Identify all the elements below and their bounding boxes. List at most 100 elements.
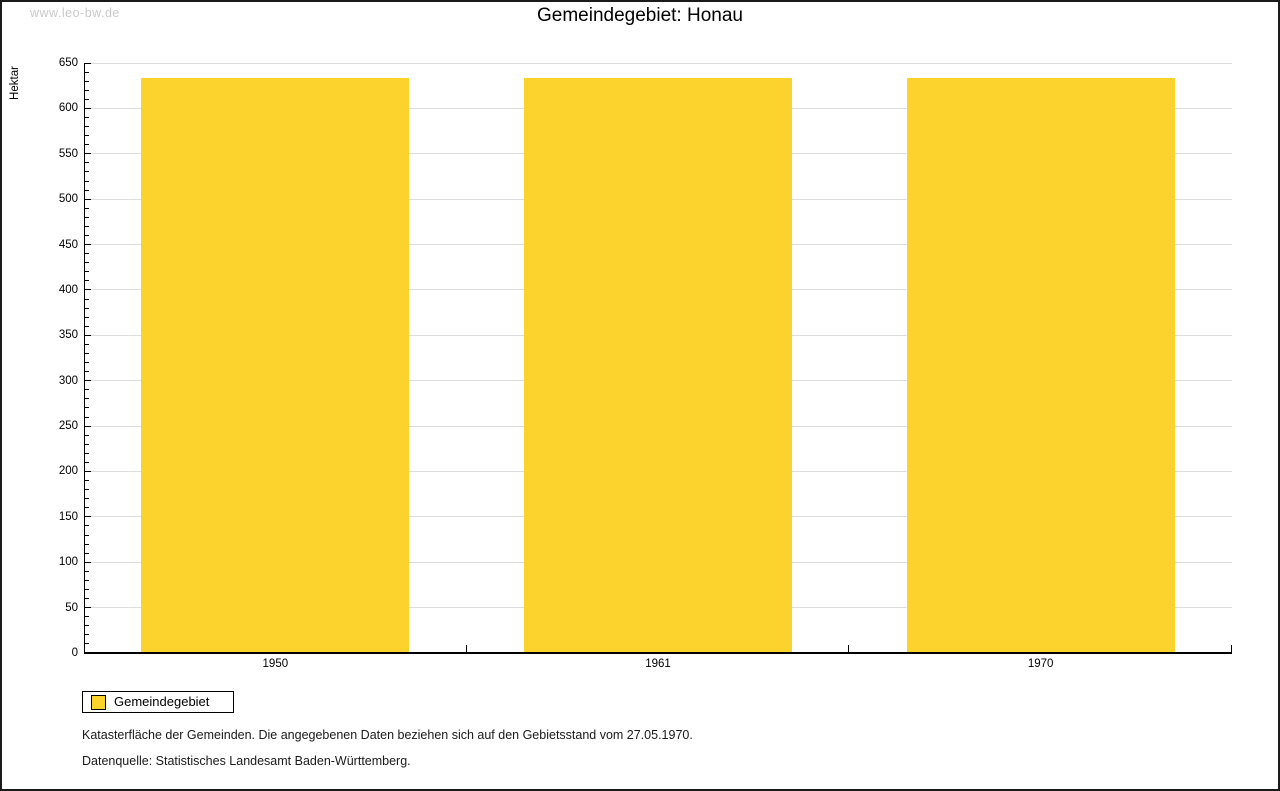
y-minor-tick-590 (85, 116, 89, 118)
y-minor-tick-470 (85, 225, 89, 227)
y-minor-tick-90 (85, 570, 89, 572)
y-major-tick-200 (85, 470, 91, 472)
y-minor-tick-160 (85, 507, 89, 509)
bar-1950 (141, 78, 410, 653)
y-minor-tick-560 (85, 144, 89, 146)
y-minor-tick-370 (85, 316, 89, 318)
y-minor-tick-40 (85, 616, 89, 618)
y-minor-tick-360 (85, 325, 89, 327)
y-minor-tick-630 (85, 80, 89, 82)
y-tick-label-200: 200 (58, 465, 78, 478)
y-major-tick-50 (85, 607, 91, 609)
y-major-tick-400 (85, 289, 91, 291)
y-minor-tick-320 (85, 362, 89, 364)
y-major-tick-350 (85, 334, 91, 336)
y-tick-label-300: 300 (58, 374, 78, 387)
y-minor-tick-190 (85, 480, 89, 482)
y-tick-label-450: 450 (58, 238, 78, 251)
y-minor-tick-260 (85, 416, 89, 418)
y-minor-tick-80 (85, 579, 89, 581)
y-major-tick-650 (85, 62, 91, 64)
y-major-tick-300 (85, 380, 91, 382)
y-minor-tick-60 (85, 598, 89, 600)
y-minor-tick-130 (85, 534, 89, 536)
y-tick-label-150: 150 (58, 510, 78, 523)
y-minor-tick-310 (85, 371, 89, 373)
y-tick-label-500: 500 (58, 193, 78, 206)
watermark-leo-bw: www.leo-bw.de (30, 6, 120, 20)
y-minor-tick-410 (85, 280, 89, 282)
y-minor-tick-480 (85, 216, 89, 218)
y-minor-tick-280 (85, 398, 89, 400)
y-minor-tick-140 (85, 525, 89, 527)
footnote-source-note: Katasterfläche der Gemeinden. Die angege… (82, 728, 693, 742)
x-tick-label-1970: 1970 (1027, 658, 1054, 670)
y-major-tick-100 (85, 561, 91, 563)
y-minor-tick-240 (85, 434, 89, 436)
y-axis-title: Hektar (9, 66, 21, 100)
y-minor-tick-390 (85, 298, 89, 300)
y-minor-tick-230 (85, 443, 89, 445)
y-tick-label-350: 350 (58, 329, 78, 342)
gridline-650 (84, 62, 1232, 64)
y-minor-tick-170 (85, 498, 89, 500)
y-minor-tick-540 (85, 162, 89, 164)
y-tick-label-600: 600 (58, 102, 78, 115)
y-minor-tick-180 (85, 489, 89, 491)
y-axis-line (84, 63, 85, 653)
y-minor-tick-110 (85, 552, 89, 554)
y-tick-label-100: 100 (58, 556, 78, 569)
x-boundary-tick-1 (465, 645, 467, 652)
y-minor-tick-420 (85, 271, 89, 273)
y-minor-tick-570 (85, 135, 89, 137)
y-tick-label-550: 550 (58, 147, 78, 160)
x-tick-label-1950: 1950 (262, 658, 289, 670)
y-minor-tick-220 (85, 452, 89, 454)
y-minor-tick-270 (85, 407, 89, 409)
y-minor-tick-430 (85, 262, 89, 264)
y-minor-tick-30 (85, 625, 89, 627)
y-minor-tick-510 (85, 189, 89, 191)
y-minor-tick-330 (85, 352, 89, 354)
legend-label: Gemeindegebiet (114, 694, 210, 709)
y-minor-tick-210 (85, 461, 89, 463)
x-boundary-tick-2 (848, 645, 850, 652)
x-boundary-tick-3 (1231, 645, 1232, 652)
y-minor-tick-580 (85, 126, 89, 128)
y-major-tick-450 (85, 244, 91, 246)
y-major-tick-600 (85, 107, 91, 109)
y-tick-label-250: 250 (58, 420, 78, 433)
y-minor-tick-440 (85, 253, 89, 255)
legend: Gemeindegebiet (82, 691, 234, 713)
y-tick-label-400: 400 (58, 283, 78, 296)
y-minor-tick-520 (85, 180, 89, 182)
y-major-tick-550 (85, 153, 91, 155)
y-minor-tick-10 (85, 643, 89, 645)
y-tick-label-50: 50 (65, 601, 78, 614)
y-minor-tick-340 (85, 343, 89, 345)
y-tick-label-650: 650 (58, 57, 78, 69)
y-major-tick-500 (85, 198, 91, 200)
y-minor-tick-290 (85, 389, 89, 391)
y-minor-tick-380 (85, 307, 89, 309)
bar-1970 (906, 77, 1175, 653)
y-minor-tick-70 (85, 588, 89, 590)
x-axis-line (84, 652, 1232, 654)
x-tick-label-1961: 1961 (645, 658, 671, 670)
y-major-tick-250 (85, 425, 91, 427)
y-minor-tick-460 (85, 234, 89, 236)
y-minor-tick-640 (85, 71, 89, 73)
footnote-data-source: Datenquelle: Statistisches Landesamt Bad… (82, 754, 411, 768)
y-minor-tick-490 (85, 207, 89, 209)
y-minor-tick-20 (85, 634, 89, 636)
chart-title: Gemeindegebiet: Honau (537, 5, 743, 26)
y-minor-tick-610 (85, 98, 89, 100)
y-tick-label-0: 0 (71, 647, 78, 659)
bar-1961 (524, 77, 792, 653)
legend-swatch-gemeindegebiet (91, 695, 106, 710)
y-major-tick-150 (85, 516, 91, 518)
y-minor-tick-120 (85, 543, 89, 545)
y-minor-tick-530 (85, 171, 89, 173)
y-minor-tick-620 (85, 89, 89, 91)
